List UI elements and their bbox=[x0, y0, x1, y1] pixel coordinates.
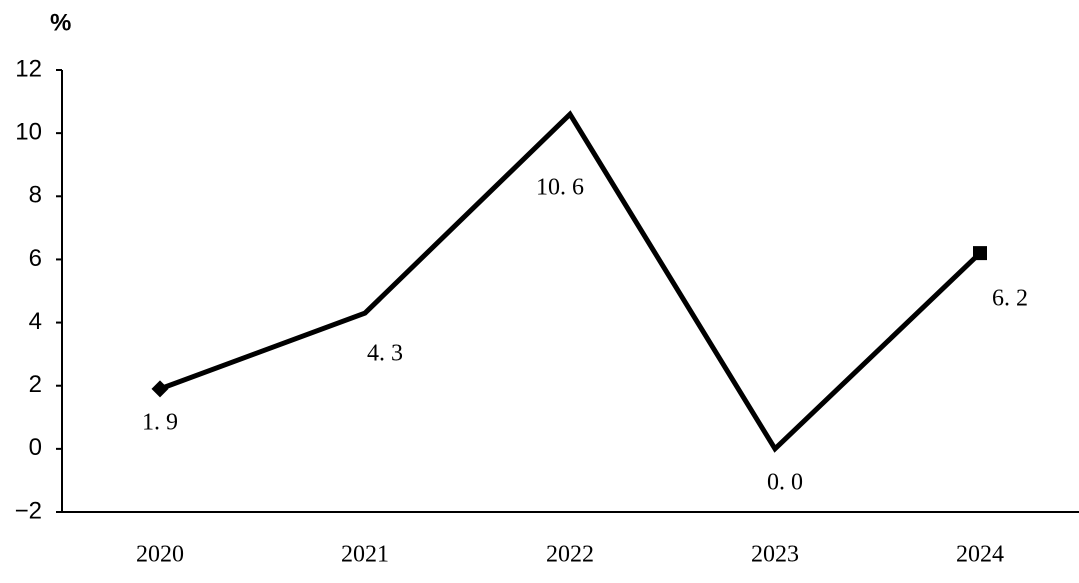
y-tick-label: 6 bbox=[29, 245, 42, 272]
y-tick-label: 4 bbox=[29, 308, 42, 335]
marker bbox=[151, 380, 169, 398]
x-tick-label: 2022 bbox=[546, 542, 594, 568]
x-tick-label: 2024 bbox=[956, 542, 1004, 568]
y-tick-label: 8 bbox=[29, 182, 42, 209]
y-axis-label: % bbox=[50, 9, 71, 36]
value-label: 1. 9 bbox=[142, 409, 178, 435]
y-tick-label: −2 bbox=[15, 497, 42, 524]
y-tick-label: 10 bbox=[15, 118, 42, 145]
value-label: 4. 3 bbox=[367, 341, 403, 367]
y-tick-label: 0 bbox=[29, 434, 42, 461]
value-label: 0. 0 bbox=[767, 469, 803, 495]
y-tick-label: 12 bbox=[15, 55, 42, 82]
line bbox=[159, 110, 982, 453]
value-label: 6. 2 bbox=[992, 286, 1028, 312]
x-tick-label: 2023 bbox=[751, 542, 799, 568]
y-tick-label: 2 bbox=[29, 371, 42, 398]
value-label: 10. 6 bbox=[536, 175, 584, 201]
marker bbox=[973, 246, 987, 261]
x-tick-label: 2021 bbox=[341, 542, 389, 568]
x-tick-label: 2020 bbox=[136, 542, 184, 568]
